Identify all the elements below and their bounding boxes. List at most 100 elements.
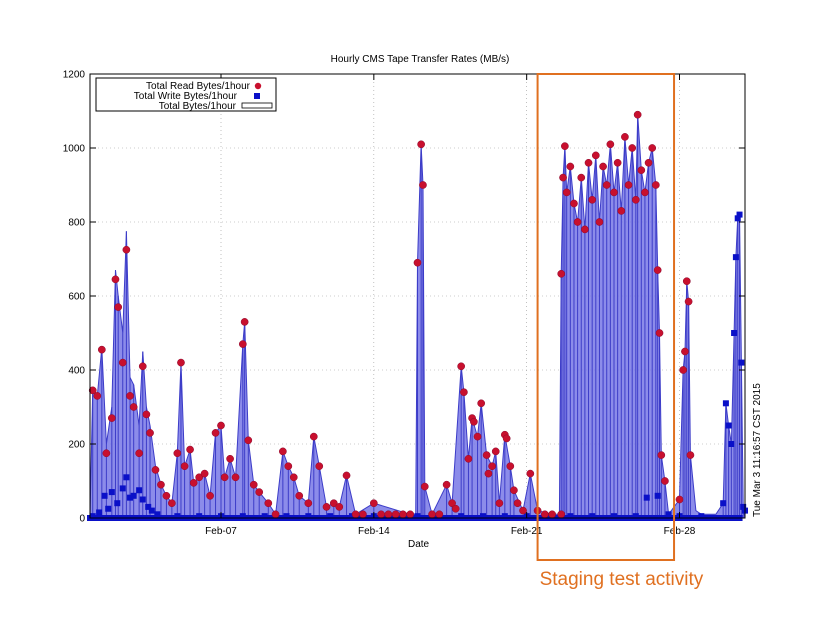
read-point [226, 454, 234, 463]
read-point [628, 144, 637, 152]
read-point [304, 499, 313, 508]
read-point [111, 275, 120, 284]
read-point [146, 429, 154, 437]
write-point [145, 503, 152, 510]
read-point [610, 188, 618, 197]
read-point [679, 366, 687, 374]
read-point [495, 499, 504, 508]
read-point [211, 429, 220, 437]
read-point [369, 499, 378, 508]
read-point [631, 195, 640, 204]
read-point [566, 162, 575, 171]
read-point [637, 166, 646, 175]
read-point [448, 499, 456, 508]
legend: Total Read Bytes/1hour Total Write Bytes… [95, 77, 277, 112]
write-point [731, 330, 738, 336]
legend-write-label: Total Write Bytes/1hour [134, 91, 238, 102]
read-point [271, 510, 280, 519]
staging-annotation-box [536, 73, 676, 561]
read-point [342, 471, 351, 480]
read-point [114, 303, 123, 311]
read-point [220, 473, 229, 482]
read-point [557, 510, 566, 519]
write-point [130, 492, 137, 499]
read-point [264, 499, 273, 508]
write-point [734, 215, 741, 222]
read-point [655, 329, 664, 337]
read-point [162, 491, 171, 500]
write-point [732, 254, 739, 261]
write-point [643, 494, 650, 501]
read-point [351, 510, 360, 519]
write-point [114, 500, 121, 507]
read-point [484, 469, 493, 478]
read-point [129, 403, 138, 411]
read-point [238, 340, 247, 348]
write-point [148, 507, 155, 514]
read-point [244, 436, 253, 445]
read-point [657, 451, 666, 459]
read-point [477, 399, 486, 408]
read-point [180, 462, 189, 471]
read-point [231, 473, 240, 482]
legend-read-label: Total Read Bytes/1hour [146, 81, 251, 92]
read-point [613, 158, 622, 167]
read-point [295, 491, 304, 500]
read-point [621, 133, 629, 141]
read-point [644, 158, 653, 167]
x-tick-label: Feb-21 [511, 526, 543, 537]
read-point [142, 410, 151, 419]
read-point [417, 140, 425, 149]
read-point [482, 451, 491, 459]
read-point [195, 473, 204, 482]
read-point [559, 173, 567, 182]
read-point [97, 345, 106, 354]
y-tick-label: 400 [68, 366, 85, 377]
write-point [105, 505, 112, 512]
read-point [289, 473, 298, 482]
read-point [138, 362, 147, 371]
read-point [502, 434, 511, 443]
read-point [151, 466, 160, 474]
read-point [173, 449, 182, 458]
read-point [391, 510, 400, 519]
read-point [570, 199, 578, 208]
y-tick-label: 600 [68, 292, 85, 303]
read-point [633, 110, 642, 119]
read-point [464, 454, 473, 463]
legend-total-swatch [241, 102, 273, 109]
x-tick-label: Feb-14 [358, 526, 390, 537]
read-point [591, 151, 600, 160]
read-point [206, 491, 214, 500]
read-point [460, 388, 468, 397]
read-point [322, 503, 331, 511]
read-point [420, 482, 429, 491]
read-point [359, 510, 367, 519]
read-point [384, 510, 393, 519]
read-point [577, 173, 586, 182]
write-point [720, 500, 727, 507]
read-point [573, 218, 582, 226]
write-point [108, 489, 115, 496]
read-point [510, 486, 518, 495]
staging-annotation-label: Staging test activity [540, 569, 704, 590]
read-point [488, 462, 496, 471]
read-point [217, 421, 225, 430]
y-tick-label: 200 [68, 440, 85, 451]
read-point [309, 432, 318, 441]
read-point [126, 392, 134, 400]
y-tick-label: 1000 [63, 144, 86, 155]
read-point [442, 480, 451, 489]
read-point [255, 488, 264, 496]
read-point [599, 162, 607, 171]
read-point [557, 269, 566, 278]
chart-title: Hourly CMS Tape Transfer Rates (MB/s) [331, 54, 510, 65]
read-point [491, 447, 500, 456]
read-point [595, 218, 604, 226]
legend-write-marker [254, 93, 260, 99]
write-point [665, 511, 672, 518]
read-point [541, 510, 549, 519]
read-point [118, 358, 127, 367]
write-point [736, 211, 743, 218]
write-point [722, 400, 729, 407]
